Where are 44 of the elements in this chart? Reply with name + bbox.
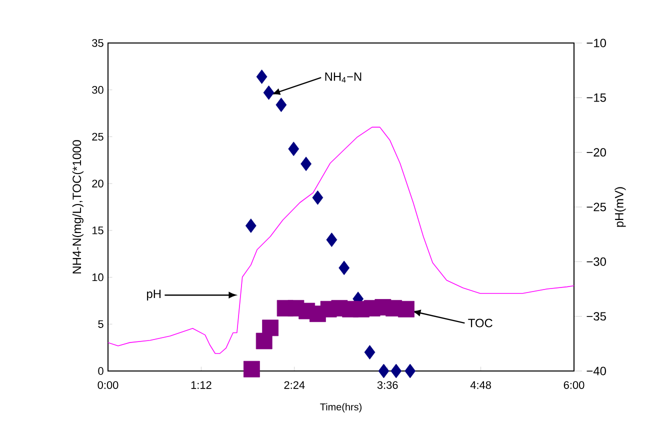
x-tick-label: 2:24 — [284, 381, 305, 389]
x-axis-title: Time(hrs) — [320, 403, 362, 412]
point — [338, 260, 350, 276]
y-tick-label: 10 — [92, 273, 104, 282]
y2-tick-label: −40 — [586, 366, 606, 376]
point — [263, 85, 274, 100]
point — [378, 364, 390, 378]
point — [256, 70, 268, 84]
y-tick-label: 0 — [98, 367, 104, 375]
x-tick-label: 0:00 — [98, 381, 118, 389]
y2-tick-label: −15 — [586, 94, 606, 102]
y2-tick-label: −25 — [586, 202, 606, 212]
y2-tick-label: −10 — [586, 38, 606, 48]
x-tick-label: 1:12 — [191, 381, 212, 389]
y-tick-label: 5 — [98, 320, 104, 328]
line-series — [108, 126, 574, 354]
annotation: NH$_{4}$−N — [325, 72, 362, 83]
point — [288, 142, 300, 156]
x-tick-label: 4:48 — [470, 381, 491, 389]
y-tick-label: 25 — [92, 132, 104, 141]
point — [262, 320, 279, 336]
y-tick-label: 15 — [92, 226, 104, 234]
y2-tick-label: −35 — [586, 312, 606, 321]
y2-axis-title: pH(mV) — [614, 187, 626, 227]
point — [364, 345, 376, 360]
y2-tick-label: −30 — [586, 257, 606, 266]
point — [390, 364, 402, 378]
y-axis-title: NH4-N(mg/L),TOC(*1000 — [72, 140, 84, 274]
x-tick-label: 3:36 — [377, 381, 398, 389]
annotation: pH — [146, 290, 161, 300]
point — [312, 190, 324, 205]
x-tick-label: 6:00 — [564, 381, 584, 389]
y-tick-label: 20 — [92, 180, 104, 188]
point — [404, 364, 416, 378]
point — [243, 360, 260, 378]
point — [276, 98, 287, 112]
point — [398, 300, 414, 318]
y-tick-label: 30 — [92, 86, 104, 94]
point — [326, 232, 338, 247]
point — [245, 218, 256, 233]
y-tick-label: 35 — [92, 39, 104, 47]
y2-tick-label: −20 — [586, 148, 606, 157]
annotation: TOC — [468, 318, 492, 328]
point — [300, 156, 312, 172]
